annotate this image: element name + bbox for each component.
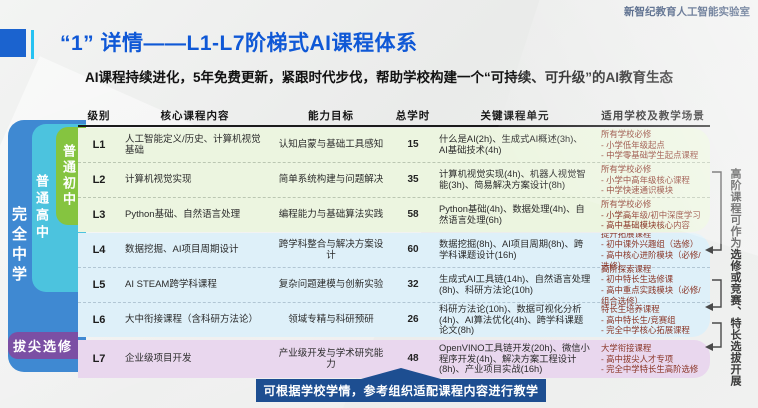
band-senior-high-label: 普通高中	[34, 174, 49, 242]
hours-cell: 48	[407, 353, 419, 365]
content-cell: 人工智能定义/历史、计算机视觉基础	[125, 133, 261, 156]
goal-cell: 编程能力与基础算法实践	[278, 209, 384, 221]
table-row: L2 计算机视觉实现 简单系统构建与问题解决 35 计算机视觉实现(4h)、机器…	[78, 162, 710, 197]
group-elite-rows: L7 企业级项目开发 产业级开发与学术研究能力 48 OpenVINO工具链开发…	[78, 340, 710, 378]
scenario-cell: 所有学校必修 - 小学高年级/初中深度学习 - 高中基础模块核心内容	[601, 198, 701, 231]
group-advanced-rows: L4 数据挖掘、AI项目周期设计 跨学科整合与解决方案设计 60 数据挖掘(8h…	[78, 233, 710, 337]
side-note-vertical: 高阶课程可作为选修或竞赛、特长选拔开展	[729, 168, 741, 387]
content-cell: 数据挖掘、AI项目周期设计	[125, 244, 239, 256]
table-row: L3 Python基础、自然语言处理 编程能力与基础算法实践 58 Python…	[78, 197, 710, 232]
goal-cell: 认知启蒙与基础工具感知	[278, 139, 384, 151]
units-cell: OpenVINO工具链开发(20h)、微信小程序开发(4h)、解决方案工程设计(…	[439, 342, 590, 375]
units-cell: Python基础(4h)、数据处理(4h)、自然语言处理(6h)	[439, 204, 585, 225]
hours-cell: 58	[407, 209, 419, 221]
group-basic-rows: L1 人工智能定义/历史、计算机视觉基础 认知启蒙与基础工具感知 15 什么是A…	[78, 128, 710, 232]
table-header-row: 级别 核心课程内容 能力目标 总学时 关键课程单元 适用学校及教学场景	[78, 106, 710, 127]
content-cell: AI STEAM跨学科课程	[125, 279, 217, 291]
header-level: 级别	[87, 110, 111, 122]
table-row: L1 人工智能定义/历史、计算机视觉基础 认知启蒙与基础工具感知 15 什么是A…	[78, 128, 710, 162]
scenario-cell: 高阶探索课程 - 初中特长生选修课 - 高中重点实践模块（必修/组合选修）	[601, 263, 701, 306]
units-cell: 生成式AI工具链(14h)、自然语言处理(8h)、科研方法论(10h)	[439, 274, 591, 295]
table-row: L4 数据挖掘、AI项目周期设计 跨学科整合与解决方案设计 60 数据挖掘(8h…	[78, 233, 710, 271]
units-cell: 计算机视觉实现(4h)、机器人视觉智能(3h)、简易解决方案设计(8h)	[439, 169, 586, 190]
goal-cell: 复杂问题建模与创新实验	[278, 279, 384, 291]
header-goal: 能力目标	[308, 110, 354, 122]
goal-cell: 简单系统构建与问题解决	[278, 174, 384, 186]
table-row: L6 大中衔接课程（含科研方法论） 领域专精与科研预研 26 科研方法论(10h…	[78, 302, 710, 337]
level-cell: L1	[92, 138, 106, 151]
table-row: L5 AI STEAM跨学科课程 复杂问题建模与创新实验 32 生成式AI工具链…	[78, 264, 710, 306]
title-accent-line	[31, 30, 34, 59]
banner-arrow-up	[361, 368, 441, 379]
content-cell: Python基础、自然语言处理	[125, 209, 241, 221]
level-cell: L4	[92, 243, 106, 256]
scenario-cell: 所有学校必修 - 小学中高年级核心课程 - 中学快速通识模块	[601, 163, 690, 196]
bottom-banner-label: 可根据学校学情，参考组织适配课程内容进行教学	[263, 384, 539, 398]
header-hours: 总学时	[395, 110, 431, 122]
hours-cell: 35	[407, 174, 419, 186]
bottom-banner: 可根据学校学情，参考组织适配课程内容进行教学	[256, 368, 546, 402]
units-cell: 什么是AI(2h)、生成式AI概述(3h)、AI基础技术(4h)	[439, 134, 583, 155]
band-elite-elective: 拔尖选修	[8, 332, 78, 359]
content-cell: 大中衔接课程（含科研方法论）	[125, 314, 259, 326]
header-scenario: 适用学校及教学场景	[601, 110, 705, 122]
bracket-arrows	[705, 171, 722, 351]
goal-cell: 产业级开发与学术研究能力	[278, 347, 384, 370]
header-units: 关键课程单元	[480, 110, 550, 122]
units-cell: 科研方法论(10h)、数据可视化分析(4h)、AI算法优化(4h)、跨学科课题论…	[439, 303, 584, 336]
level-cell: L2	[92, 173, 106, 186]
band-complete-middle-school-label: 完全中学	[10, 206, 27, 286]
scenario-cell: 所有学校必修 - 小学低年级起点 - 中学零基础学生起点课程	[601, 128, 699, 161]
hours-cell: 26	[407, 314, 419, 326]
level-cell: L5	[92, 278, 106, 291]
goal-cell: 跨学科整合与解决方案设计	[278, 238, 384, 261]
scenario-cell: 特长生培养课程 - 高中特长生/竞赛组 - 完全中学核心拓展课程	[601, 303, 690, 336]
scenario-cell: 大学衔接课程 - 高中拔尖人才专项 - 完全中学特长生高阶选修	[601, 342, 699, 375]
org-label: 新智纪教育人工智能实验室	[624, 6, 750, 18]
scenario-cell: 提升拓展课程 - 初中课外兴趣组（选修） - 高中核心进阶模块（必修/选修）	[601, 233, 701, 271]
header-content: 核心课程内容	[160, 110, 230, 122]
level-cell: L7	[92, 352, 106, 365]
level-cell: L6	[92, 313, 106, 326]
title-accent-square	[0, 29, 26, 57]
subtitle: AI课程持续进化，5年免费更新，紧跟时代步伐，帮助学校构建一个“可持续、可升级”…	[84, 70, 673, 85]
goal-cell: 领域专精与科研预研	[288, 314, 374, 326]
page-title: “1” 详情——L1-L7阶梯式AI课程体系	[60, 32, 418, 55]
band-junior-high-label: 普通初中	[61, 144, 76, 208]
level-cell: L3	[92, 208, 106, 221]
hours-cell: 15	[407, 139, 419, 151]
curriculum-table: 级别 核心课程内容 能力目标 总学时 关键课程单元 适用学校及教学场景 L1 人…	[78, 106, 710, 378]
content-cell: 企业级项目开发	[125, 353, 192, 365]
content-cell: 计算机视觉实现	[125, 174, 192, 186]
units-cell: 数据挖掘(8h)、AI项目周期(8h)、跨学科课题设计(16h)	[439, 239, 584, 260]
hours-cell: 60	[407, 244, 419, 256]
table-row: L7 企业级项目开发 产业级开发与学术研究能力 48 OpenVINO工具链开发…	[78, 340, 710, 378]
hours-cell: 32	[407, 279, 419, 291]
